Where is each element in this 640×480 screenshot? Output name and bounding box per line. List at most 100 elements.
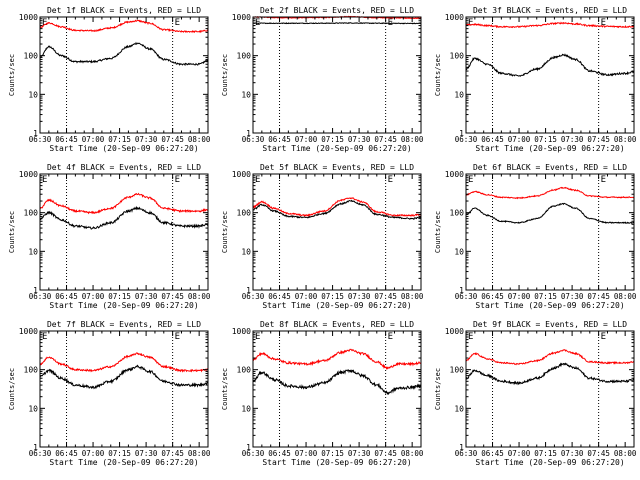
x-tick-label: 06:45 (55, 449, 78, 458)
x-tick-label: 07:00 (508, 292, 531, 301)
x-tick-label: 08:00 (401, 135, 424, 144)
x-tick-label: 06:30 (29, 135, 52, 144)
x-axis-label-4: Start Time (20-Sep-09 06:27:20) (49, 301, 198, 310)
series-line-events-6 (465, 202, 635, 225)
series-line-lld-5 (252, 197, 422, 218)
x-tick-label: 07:00 (82, 292, 105, 301)
x-tick-label: 07:30 (561, 449, 584, 458)
y-tick-label: 10 (28, 404, 38, 413)
y-tick-label: 1 (246, 286, 251, 295)
y-tick-label: 1 (459, 286, 464, 295)
y-tick-label: 10 (28, 90, 38, 99)
x-tick-label: 08:00 (614, 449, 637, 458)
x-axis-label-5: Start Time (20-Sep-09 06:27:20) (262, 301, 411, 310)
y-axis-label-6: Counts/sec (434, 211, 442, 253)
series-line-events-1 (39, 41, 209, 67)
x-tick-label: 08:00 (401, 449, 424, 458)
x-tick-label: 08:00 (188, 135, 211, 144)
y-tick-label: 1000 (232, 327, 251, 336)
x-tick-label: 07:00 (82, 449, 105, 458)
plot-frame-4 (39, 173, 209, 291)
x-tick-label: 07:15 (321, 135, 344, 144)
x-tick-label: 07:30 (135, 292, 158, 301)
plot-frame-7 (39, 330, 209, 448)
x-axis-label-1: Start Time (20-Sep-09 06:27:20) (49, 144, 198, 153)
y-tick-label: 100 (24, 366, 39, 375)
x-tick-label: 07:00 (295, 292, 318, 301)
panel-title-2: Det 2f BLACK = Events, RED = LLD (260, 6, 414, 15)
x-tick-label: 07:45 (587, 135, 610, 144)
plot-frame-8 (252, 330, 422, 448)
series-line-lld-7 (39, 352, 209, 373)
event-marker-1: E (255, 332, 260, 342)
event-marker-2: E (175, 18, 180, 28)
x-tick-label: 08:00 (614, 292, 637, 301)
x-tick-label: 06:45 (55, 135, 78, 144)
event-marker-2: E (388, 332, 393, 342)
x-tick-label: 07:30 (348, 135, 371, 144)
x-tick-label: 07:00 (82, 135, 105, 144)
panel-title-3: Det 3f BLACK = Events, RED = LLD (473, 6, 627, 15)
y-tick-label: 100 (237, 209, 252, 218)
series-line-lld-9 (465, 349, 635, 366)
x-tick-label: 07:00 (295, 449, 318, 458)
y-tick-label: 1000 (19, 170, 38, 179)
plot-frame-9 (465, 330, 635, 448)
y-tick-label: 10 (454, 247, 464, 256)
x-tick-label: 07:30 (348, 449, 371, 458)
series-line-lld-1 (39, 19, 209, 34)
y-tick-label: 1000 (232, 170, 251, 179)
x-tick-label: 07:15 (108, 135, 131, 144)
series-line-events-3 (465, 53, 635, 77)
plot-frame-1 (39, 16, 209, 134)
event-marker-1: E (468, 18, 473, 28)
event-marker-1: E (42, 18, 47, 28)
x-tick-label: 07:45 (587, 292, 610, 301)
x-tick-label: 06:45 (268, 135, 291, 144)
y-tick-label: 10 (241, 404, 251, 413)
y-tick-label: 10 (241, 247, 251, 256)
x-tick-label: 07:30 (348, 292, 371, 301)
x-tick-label: 06:45 (268, 292, 291, 301)
x-tick-label: 08:00 (614, 135, 637, 144)
x-tick-label: 07:45 (161, 292, 184, 301)
y-tick-label: 100 (24, 209, 39, 218)
x-tick-label: 08:00 (188, 449, 211, 458)
y-tick-label: 1000 (445, 327, 464, 336)
series-line-lld-4 (39, 192, 209, 215)
y-axis-label-9: Counts/sec (434, 368, 442, 410)
x-tick-label: 06:45 (481, 292, 504, 301)
event-marker-1: E (255, 175, 260, 185)
x-tick-label: 06:30 (455, 449, 478, 458)
x-tick-label: 07:30 (135, 449, 158, 458)
x-tick-label: 07:00 (295, 135, 318, 144)
x-tick-label: 06:45 (55, 292, 78, 301)
x-tick-label: 07:45 (587, 449, 610, 458)
y-axis-label-3: Counts/sec (434, 54, 442, 96)
x-tick-label: 06:30 (29, 292, 52, 301)
x-tick-label: 06:30 (242, 292, 265, 301)
y-tick-label: 1000 (232, 13, 251, 22)
series-line-events-2 (252, 22, 422, 25)
x-tick-label: 08:00 (401, 292, 424, 301)
y-tick-label: 1000 (19, 327, 38, 336)
panel-title-4: Det 4f BLACK = Events, RED = LLD (47, 163, 201, 172)
x-axis-label-6: Start Time (20-Sep-09 06:27:20) (475, 301, 624, 310)
x-tick-label: 07:45 (374, 292, 397, 301)
x-tick-label: 06:45 (268, 449, 291, 458)
y-tick-label: 1000 (445, 13, 464, 22)
x-axis-label-7: Start Time (20-Sep-09 06:27:20) (49, 458, 198, 467)
panel-title-1: Det 1f BLACK = Events, RED = LLD (47, 6, 201, 15)
series-line-lld-6 (465, 186, 635, 200)
y-tick-label: 1 (459, 443, 464, 452)
x-tick-label: 06:30 (455, 292, 478, 301)
panel-title-9: Det 9f BLACK = Events, RED = LLD (473, 320, 627, 329)
